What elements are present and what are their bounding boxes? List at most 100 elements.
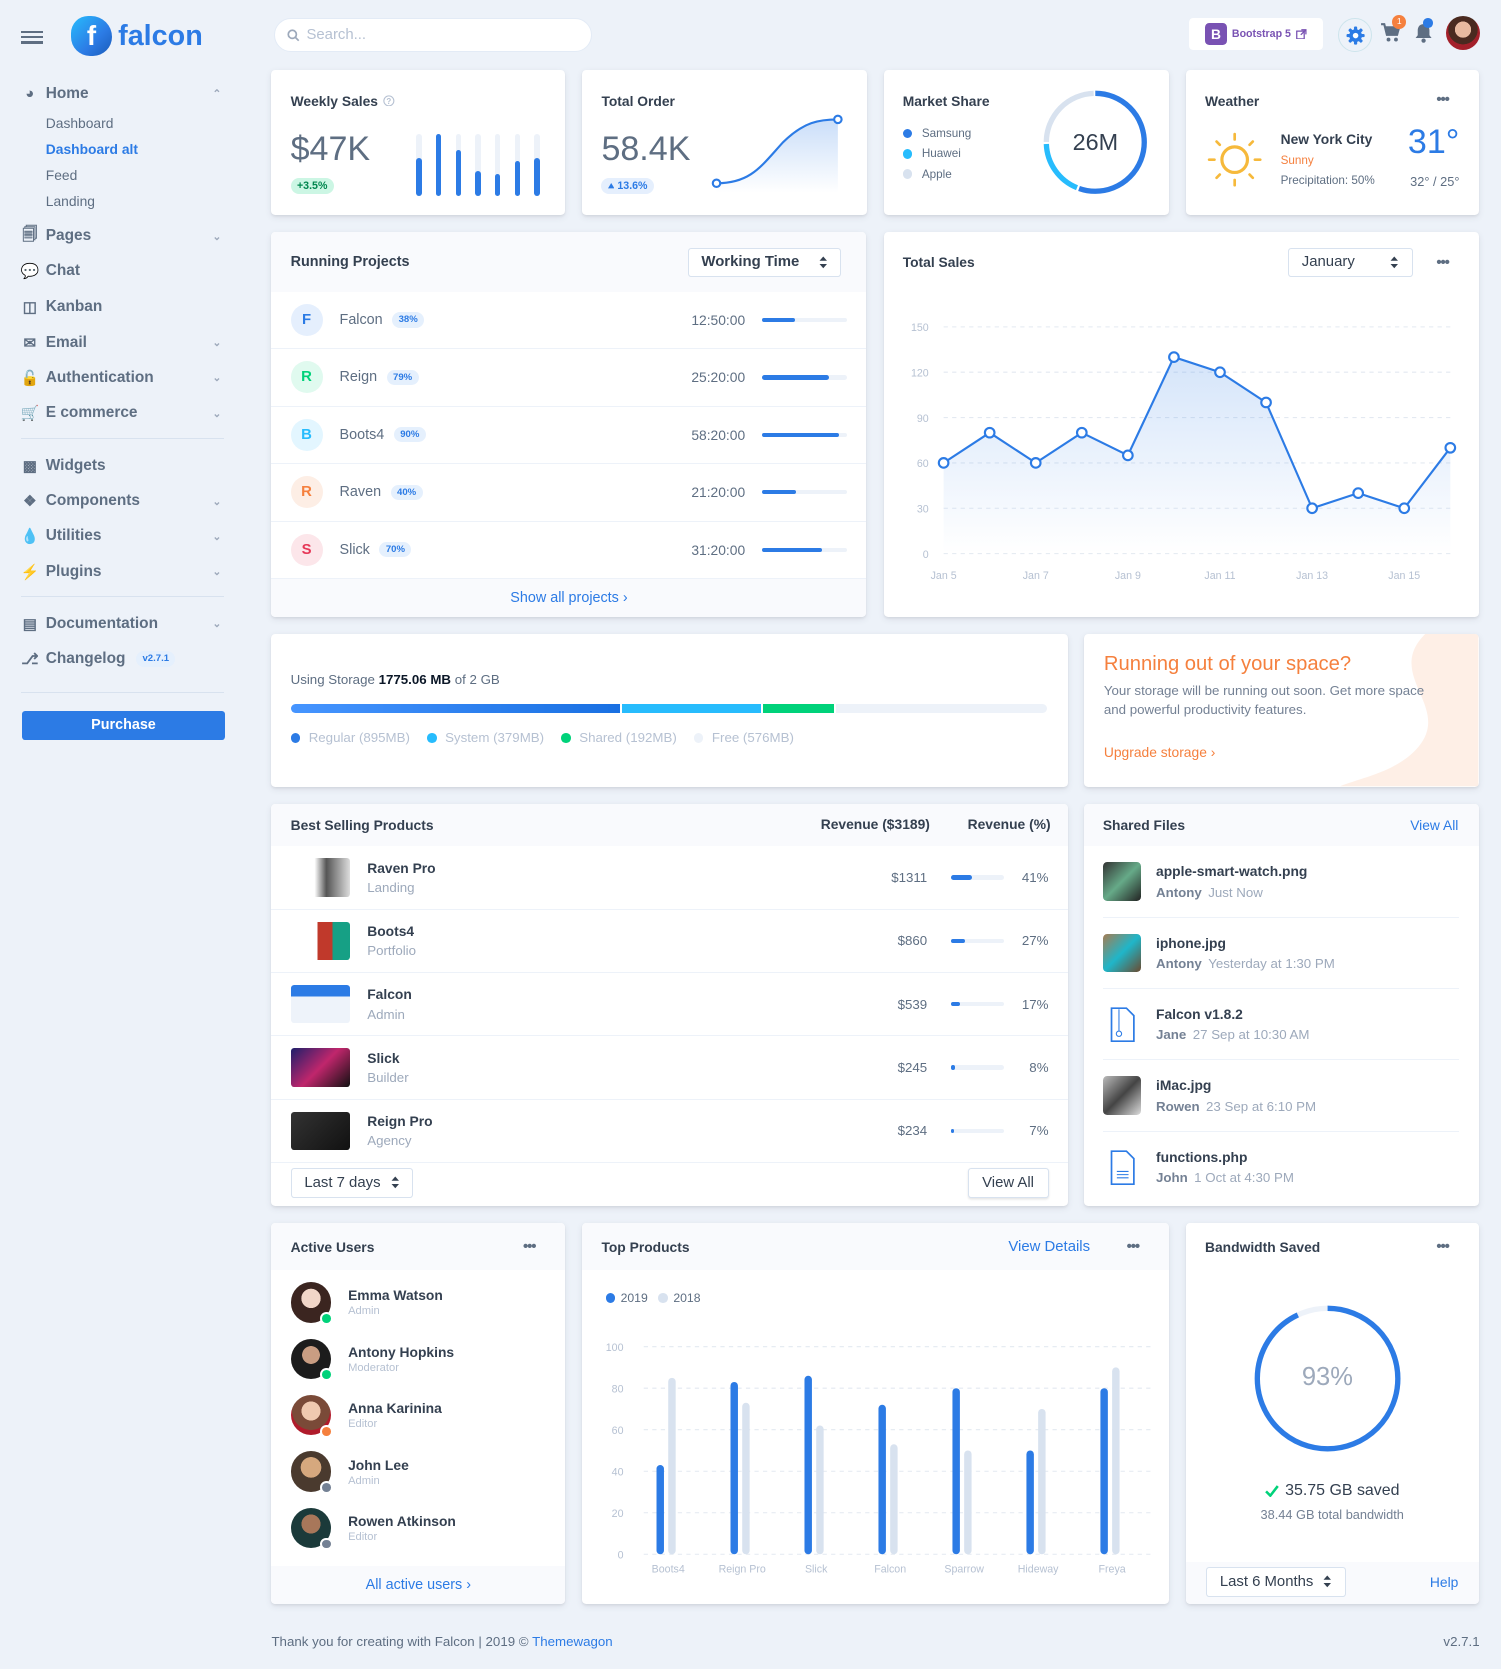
sidebar-item-pages[interactable]: 🗐 Pages ⌄: [21, 221, 225, 251]
product-name[interactable]: Reign Pro: [367, 1113, 433, 1130]
sidebar-item-kanban[interactable]: ◫ Kanban: [21, 292, 225, 322]
shared-file-row[interactable]: iphone.jpg Antony Yesterday at 1:30 PM: [1102, 918, 1460, 989]
product-row[interactable]: Boots4 Portfolio $860 27%: [271, 910, 1068, 973]
bar-2018-hideway[interactable]: [1038, 1408, 1046, 1555]
bar-2018-reign-pro[interactable]: [742, 1402, 750, 1555]
project-row[interactable]: B Boots4 90% 58:20:00: [271, 407, 867, 465]
help-link[interactable]: Help: [1429, 1574, 1459, 1591]
view-all-link[interactable]: View All: [1410, 816, 1459, 833]
sidebar-item-changelog[interactable]: ⎇ Changelog v2.7.1: [21, 644, 225, 674]
sidebar-item-widgets[interactable]: ▩ Widgets: [21, 451, 225, 481]
more-options-icon[interactable]: •••: [1436, 1238, 1449, 1255]
purchase-button[interactable]: Purchase: [22, 711, 225, 740]
user-name[interactable]: Rowen Atkinson: [348, 1513, 456, 1530]
bar-2018-falcon[interactable]: [890, 1444, 898, 1555]
all-active-users-link[interactable]: All active users ›: [271, 1565, 566, 1605]
file-name[interactable]: Falcon v1.8.2: [1156, 1005, 1243, 1022]
sidebar-subitem[interactable]: Dashboard alt: [45, 140, 138, 157]
user-avatar[interactable]: [290, 1507, 334, 1551]
data-point[interactable]: [937, 456, 949, 469]
working-time-select[interactable]: Working Time: [687, 248, 841, 277]
product-row[interactable]: Falcon Admin $539 17%: [271, 973, 1068, 1037]
last-7-days-select[interactable]: Last 7 days: [290, 1167, 413, 1198]
project-row[interactable]: R Raven 40% 21:20:00: [271, 464, 867, 522]
legend-item[interactable]: 2019: [605, 1291, 648, 1305]
bar-2018-boots4[interactable]: [668, 1377, 676, 1555]
product-row[interactable]: Raven Pro Landing $1311 41%: [271, 846, 1068, 910]
brand-logo[interactable]: f falcon: [71, 15, 203, 57]
active-user-row[interactable]: Emma Watson Admin: [271, 1274, 565, 1330]
user-avatar[interactable]: [290, 1282, 334, 1325]
file-name[interactable]: apple-smart-watch.png: [1156, 863, 1308, 880]
file-name[interactable]: functions.php: [1156, 1149, 1248, 1166]
sidebar-item-email[interactable]: ✉ Email ⌄: [21, 328, 225, 358]
user-name[interactable]: Antony Hopkins: [348, 1343, 455, 1360]
user-avatar[interactable]: [290, 1451, 334, 1494]
product-name[interactable]: Boots4: [367, 923, 415, 940]
product-row[interactable]: Slick Builder $245 8%: [271, 1036, 1068, 1100]
product-name[interactable]: Falcon: [367, 986, 412, 1003]
period-select[interactable]: Last 6 Months: [1206, 1566, 1346, 1597]
more-options-icon[interactable]: •••: [522, 1238, 536, 1255]
data-point[interactable]: [1075, 426, 1088, 439]
user-avatar[interactable]: [1445, 15, 1480, 51]
user-avatar[interactable]: [290, 1395, 334, 1438]
bar-2018-freya[interactable]: [1112, 1367, 1120, 1555]
data-point[interactable]: [983, 426, 996, 439]
active-user-row[interactable]: Antony Hopkins Moderator: [271, 1331, 565, 1387]
data-point[interactable]: [1121, 449, 1134, 462]
sidebar-item-plugins[interactable]: ⚡ Plugins ⌄: [21, 557, 225, 587]
sidebar-item-authentication[interactable]: 🔓 Authentication ⌄: [21, 363, 225, 393]
bar-2019-freya[interactable]: [1100, 1388, 1109, 1555]
shared-file-row[interactable]: apple-smart-watch.png Antony Just Now: [1102, 846, 1460, 918]
user-name[interactable]: Emma Watson: [348, 1287, 443, 1304]
shared-file-row[interactable]: iMac.jpg Rowen 23 Sep at 6:10 PM: [1102, 1060, 1460, 1132]
themewagon-link[interactable]: Themewagon: [532, 1634, 613, 1649]
sidebar-item-utilities[interactable]: 💧 Utilities ⌄: [21, 522, 225, 552]
project-row[interactable]: F Falcon 38% 12:50:00: [271, 292, 867, 350]
settings-gear-icon[interactable]: [1338, 18, 1373, 53]
bar-2019-reign-pro[interactable]: [730, 1381, 739, 1555]
legend-item[interactable]: 2018: [658, 1291, 701, 1305]
project-row[interactable]: S Slick 70% 31:20:00: [271, 522, 867, 580]
user-name[interactable]: John Lee: [348, 1456, 409, 1473]
menu-toggle-icon[interactable]: [21, 28, 43, 47]
data-point[interactable]: [1305, 502, 1318, 515]
shared-file-row[interactable]: Falcon v1.8.2 Jane 27 Sep at 10:30 AM: [1102, 989, 1460, 1061]
data-point[interactable]: [1397, 502, 1410, 515]
more-options-icon[interactable]: •••: [1126, 1238, 1140, 1255]
data-point[interactable]: [1351, 487, 1364, 499]
sidebar-item-home[interactable]: ◕ Home ⌃: [21, 79, 225, 109]
active-user-row[interactable]: John Lee Admin: [271, 1443, 565, 1499]
data-point[interactable]: [1259, 396, 1272, 409]
project-row[interactable]: R Reign 79% 25:20:00: [271, 349, 867, 407]
search-input[interactable]: Search...: [273, 18, 592, 53]
view-all-button[interactable]: View All: [967, 1167, 1049, 1198]
sidebar-subitem[interactable]: Landing: [45, 192, 95, 209]
view-details-link[interactable]: View Details: [1008, 1238, 1091, 1255]
shared-file-row[interactable]: functions.php John 1 Oct at 4:30 PM: [1103, 1132, 1460, 1203]
bar-2019-falcon[interactable]: [878, 1404, 887, 1555]
sidebar-item-components[interactable]: ❖ Components ⌄: [21, 486, 225, 516]
active-user-row[interactable]: Anna Karinina Editor: [271, 1387, 565, 1443]
data-point[interactable]: [1029, 456, 1042, 469]
sidebar-item-documentation[interactable]: ▤ Documentation ⌄: [21, 609, 225, 639]
active-user-row[interactable]: Rowen Atkinson Editor: [271, 1500, 565, 1556]
file-name[interactable]: iMac.jpg: [1156, 1077, 1212, 1094]
bootstrap5-link[interactable]: B Bootstrap 5: [1189, 18, 1324, 51]
bar-2018-sparrow[interactable]: [964, 1450, 972, 1555]
notification-bell-icon[interactable]: [1414, 22, 1433, 44]
bar-2019-boots4[interactable]: [656, 1464, 665, 1555]
sidebar-item-e-commerce[interactable]: 🛒 E commerce ⌄: [21, 398, 225, 428]
product-name[interactable]: Raven Pro: [367, 859, 436, 876]
more-options-icon[interactable]: •••: [1436, 91, 1449, 108]
sidebar-subitem[interactable]: Dashboard: [45, 114, 114, 131]
help-icon[interactable]: ?: [383, 95, 395, 107]
user-avatar[interactable]: [290, 1338, 334, 1382]
more-options-icon[interactable]: •••: [1436, 255, 1449, 272]
product-row[interactable]: Reign Pro Agency $234 7%: [271, 1100, 1068, 1163]
sidebar-subitem[interactable]: Feed: [45, 166, 78, 183]
user-name[interactable]: Anna Karinina: [348, 1400, 442, 1417]
show-all-projects-link[interactable]: Show all projects ›: [271, 579, 867, 618]
bar-2019-sparrow[interactable]: [952, 1388, 961, 1555]
